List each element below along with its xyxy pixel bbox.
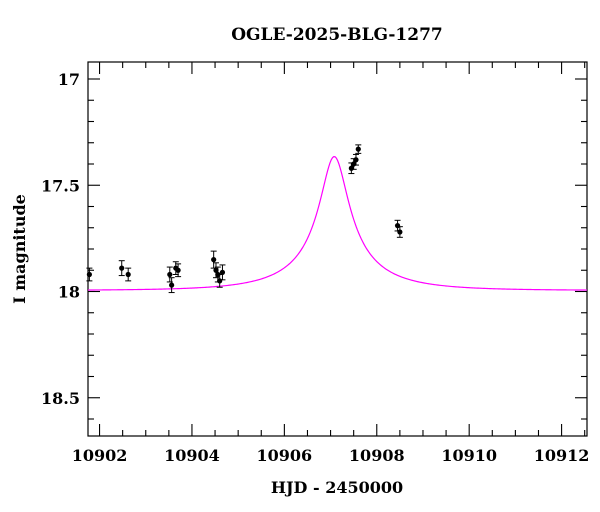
data-point: [169, 282, 175, 288]
chart-title: OGLE-2025-BLG-1277: [231, 25, 443, 45]
data-point: [213, 267, 219, 273]
y-tick-label: 18: [58, 283, 80, 302]
x-tick-label: 10912: [534, 446, 590, 465]
x-tick-label: 10910: [441, 446, 497, 465]
data-point: [397, 229, 403, 235]
data-point: [355, 146, 361, 152]
x-tick-label: 10906: [257, 446, 313, 465]
model-curve-layer: [87, 156, 587, 291]
data-point: [175, 267, 181, 273]
data-point: [353, 157, 359, 163]
y-tick-label: 17: [58, 70, 80, 89]
y-axis-ticks: [88, 78, 587, 420]
x-tick-label: 10904: [164, 446, 220, 465]
x-axis-label: HJD - 2450000: [271, 478, 403, 497]
plot-frame: [87, 61, 588, 437]
y-axis-label: I magnitude: [10, 194, 29, 304]
data-point: [211, 257, 217, 263]
x-axis-ticks: [99, 62, 586, 436]
data-point: [86, 271, 92, 278]
y-axis-tick-labels: 17 17.5 18 18.5: [41, 70, 80, 408]
data-point: [219, 269, 226, 275]
data-points-layer: [86, 144, 403, 294]
data-point: [217, 278, 223, 284]
data-point: [125, 271, 131, 278]
model-curve: [87, 156, 587, 291]
x-tick-label: 10908: [349, 446, 405, 465]
x-tick-label: 10902: [72, 446, 128, 465]
data-point: [167, 271, 173, 278]
y-tick-label: 18.5: [41, 389, 80, 408]
data-point: [119, 265, 125, 271]
x-axis-tick-labels: 10902 10904 10906 10908 10910 10912: [72, 446, 590, 465]
y-tick-label: 17.5: [41, 176, 80, 195]
